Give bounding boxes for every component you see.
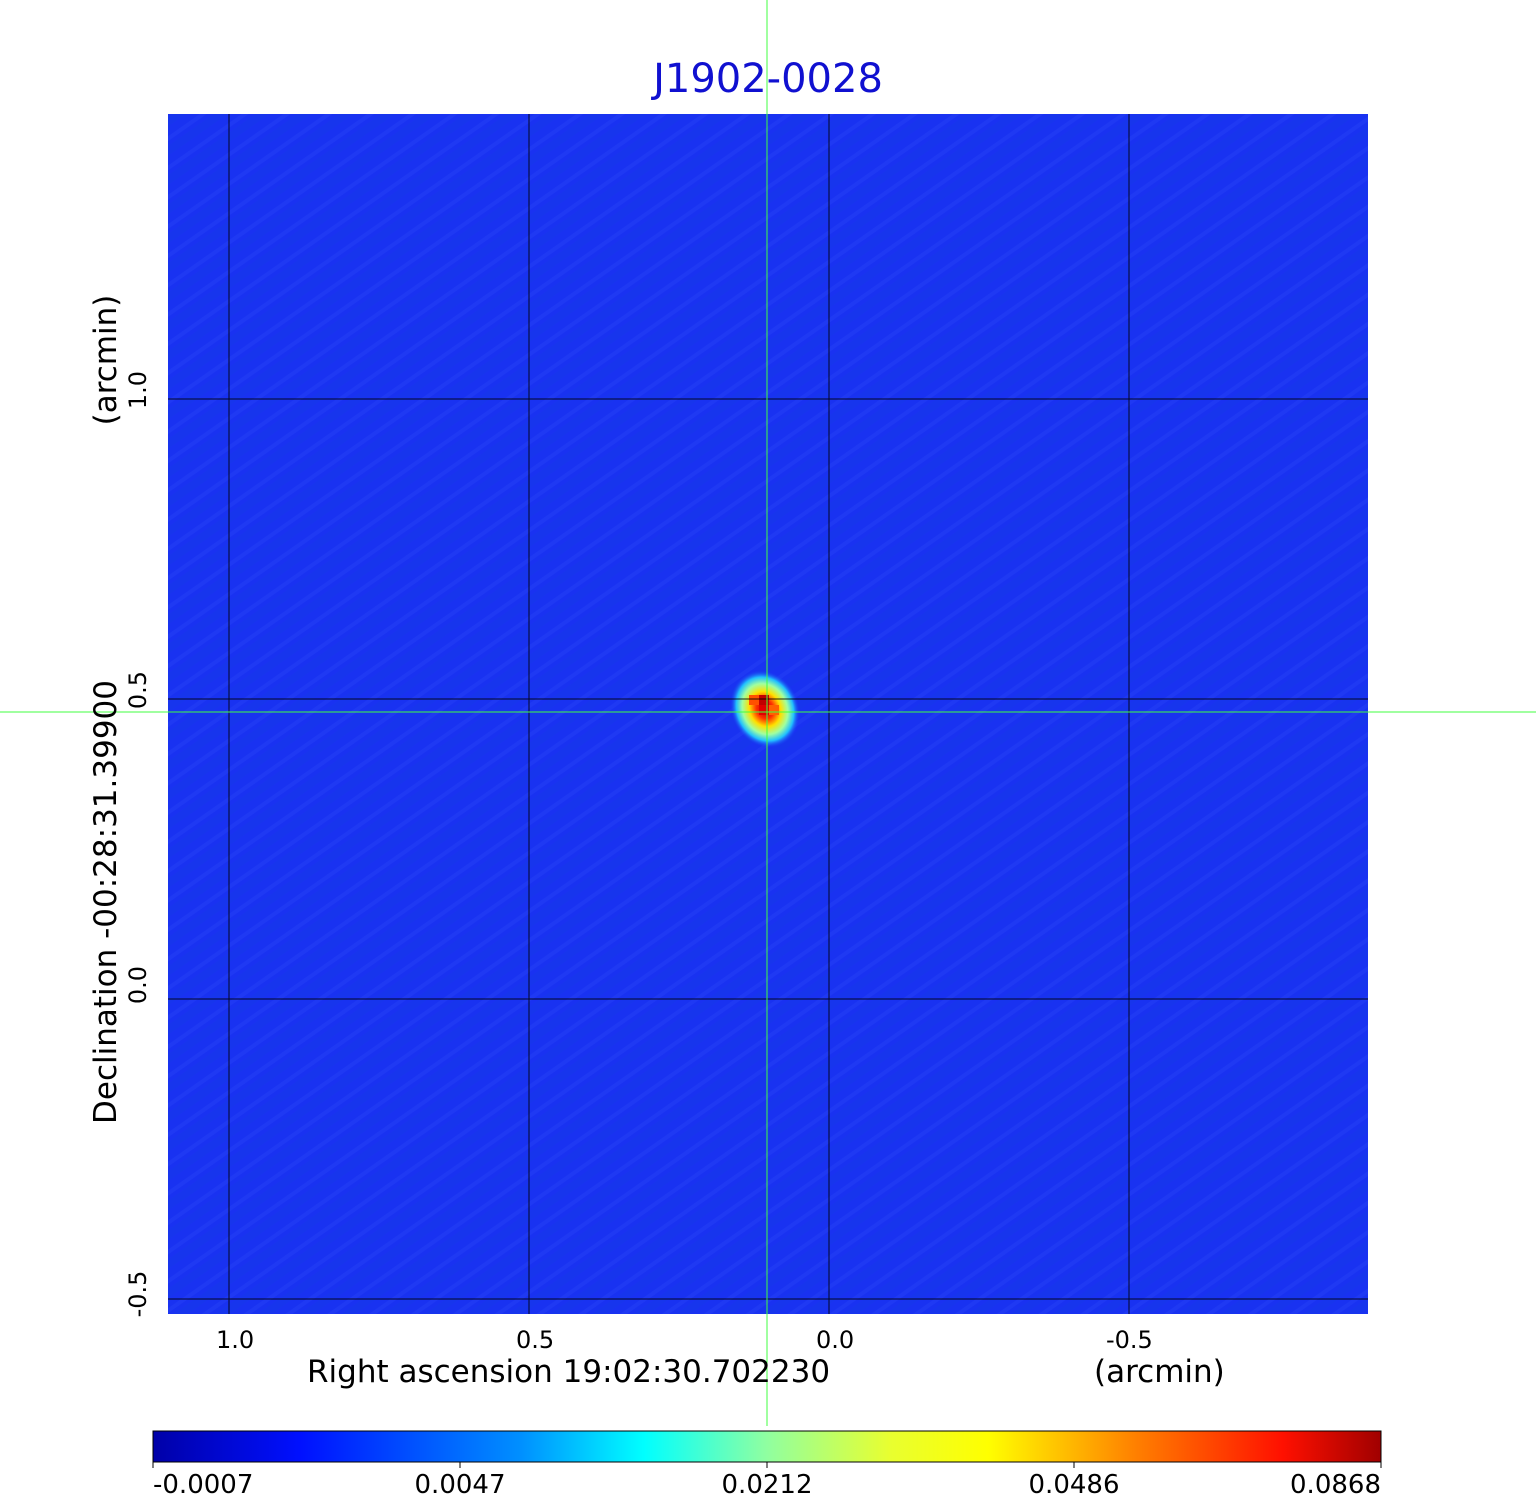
x-tick-label: -0.5 bbox=[1106, 1326, 1153, 1354]
colorbar-tick-label: 0.0868 bbox=[1290, 1470, 1381, 1500]
y-axis-label: Declination -00:28:31.39900 bbox=[88, 680, 124, 1124]
x-axis-label: Right ascension 19:02:30.702230 bbox=[307, 1354, 831, 1390]
plot-title: J1902-0028 bbox=[653, 56, 883, 102]
x-tick-label: 0.5 bbox=[516, 1326, 555, 1354]
colorbar-tick-label: 0.0047 bbox=[414, 1470, 506, 1500]
x-axis-unit: (arcmin) bbox=[1094, 1354, 1225, 1390]
y-tick-label: 1.0 bbox=[124, 370, 152, 410]
coordinate-grid bbox=[168, 114, 1368, 1314]
y-tick-label: -0.5 bbox=[124, 1270, 152, 1318]
radio-source bbox=[729, 670, 801, 748]
crosshair bbox=[0, 0, 1536, 1426]
colorbar-tick-label: 0.0212 bbox=[721, 1470, 813, 1500]
colorbar-tick-label: -0.0007 bbox=[153, 1470, 254, 1500]
y-tick-label: 0.5 bbox=[124, 670, 152, 710]
colorbar bbox=[152, 1430, 1382, 1463]
x-tick-label: 0.0 bbox=[816, 1326, 855, 1354]
x-tick-label: 1.0 bbox=[216, 1326, 255, 1354]
y-axis-unit: (arcmin) bbox=[88, 294, 124, 426]
y-tick-label: 0.0 bbox=[124, 965, 152, 1005]
colorbar-tick-label: 0.0486 bbox=[1028, 1470, 1120, 1500]
